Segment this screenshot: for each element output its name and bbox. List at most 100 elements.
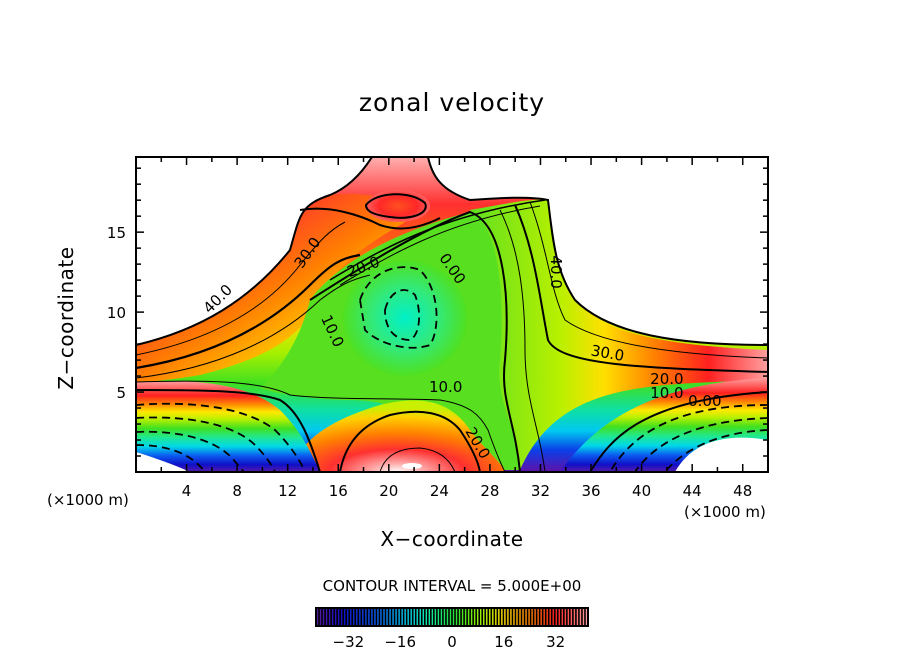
colorbar-swatch <box>437 609 440 625</box>
contour-line <box>136 389 321 472</box>
colorbar-swatch <box>480 609 482 625</box>
contour-line <box>299 207 441 230</box>
colorbar-tick-label: −32 <box>333 633 365 651</box>
field-core-minimum <box>343 260 467 376</box>
contour-line <box>379 447 456 472</box>
contour-label: 0.00 <box>688 392 721 410</box>
colorbar-swatch <box>434 609 437 625</box>
colorbar-swatch <box>519 609 521 625</box>
colorbar-swatch <box>531 609 533 625</box>
colorbar-swatch <box>579 609 582 625</box>
x-tick-label: 20 <box>379 482 398 500</box>
colorbar-swatch <box>567 609 570 625</box>
colorbar-swatch <box>371 609 373 625</box>
colorbar-swatch <box>413 609 415 625</box>
x-tick-label: 12 <box>278 482 297 500</box>
contour-line <box>514 204 768 373</box>
colorbar-tick-label: 0 <box>447 633 457 651</box>
contour-label: 30.0 <box>590 341 626 365</box>
colorbar-swatch <box>452 609 455 625</box>
contour-line <box>364 193 427 219</box>
contour-line <box>427 157 768 346</box>
colorbar-swatch <box>428 609 431 625</box>
hole-bottom-left <box>136 452 190 472</box>
colorbar-swatch <box>350 609 352 625</box>
x-tick-label: 44 <box>683 482 702 500</box>
contour-line <box>339 410 481 472</box>
colorbar-swatch <box>425 609 428 625</box>
colorbar: −32 −16 0 16 32 <box>315 607 589 651</box>
colorbar-swatch <box>516 609 518 625</box>
x-tick-label: 4 <box>182 482 192 500</box>
colorbar-swatch <box>570 609 573 625</box>
colorbar-swatch <box>331 609 334 625</box>
colorbar-swatch <box>419 609 421 625</box>
colorbar-swatch <box>398 609 400 625</box>
colorbar-swatch <box>573 609 576 625</box>
contour-line <box>136 274 371 379</box>
colorbar-swatch <box>325 609 328 625</box>
field-lower-maximum <box>290 400 505 472</box>
colorbar-swatch <box>316 609 319 625</box>
x-unit-label-right: (×1000 m) <box>684 503 766 521</box>
colorbar-swatch <box>337 609 340 625</box>
hole-bottom-right <box>675 437 768 472</box>
x-tick-label: 40 <box>632 482 651 500</box>
colorbar-swatch <box>513 609 515 625</box>
negative-contour-line <box>384 289 421 341</box>
colorbar-swatch <box>476 609 479 625</box>
negative-contour-line <box>136 416 276 472</box>
colorbar-swatch <box>365 609 367 625</box>
hole-bottom-center <box>402 463 422 469</box>
colorbar-swatch <box>467 609 470 625</box>
colorbar-swatch <box>383 609 385 625</box>
contour-label: 10.0 <box>429 378 462 396</box>
colorbar-tick-label: −16 <box>384 633 416 651</box>
y-tick-label: 5 <box>116 384 126 402</box>
colorbar-swatch <box>443 609 446 625</box>
colorbar-tick-label: 16 <box>494 633 513 651</box>
colorbar-swatch <box>558 609 560 625</box>
colorbar-swatch <box>395 609 397 625</box>
colorbar-tick-label: 32 <box>546 633 565 651</box>
y-tick-label: 15 <box>107 224 126 242</box>
contour-line <box>136 157 373 346</box>
colorbar-swatch <box>507 609 509 625</box>
colorbar-swatch <box>322 609 325 625</box>
contour-label: 20.0 <box>650 370 683 388</box>
colorbar-swatch <box>564 609 567 625</box>
colorbar-swatch <box>510 609 512 625</box>
colorbar-swatch <box>585 609 588 625</box>
contour-line <box>329 199 546 281</box>
contour-label: 40.0 <box>547 255 565 288</box>
field-left-jet <box>136 193 430 382</box>
colorbar-swatch <box>422 609 424 625</box>
negative-contour-line <box>136 402 306 472</box>
plot-frame <box>135 156 769 473</box>
colorbar-swatch <box>458 609 461 625</box>
contour-line <box>136 380 506 472</box>
colorbar-swatch <box>470 609 473 625</box>
colorbar-swatch <box>401 609 403 625</box>
colorbar-swatch <box>534 609 536 625</box>
y-tick-label: 10 <box>107 304 126 322</box>
colorbar-frame <box>315 607 589 627</box>
colorbar-swatch <box>386 609 388 625</box>
negative-contour-line <box>634 417 768 472</box>
field-right-jet <box>470 199 768 471</box>
field-upper-maximum <box>366 190 430 222</box>
colorbar-swatch <box>407 609 409 625</box>
negative-contour-line <box>136 444 206 472</box>
colorbar-swatch <box>416 609 418 625</box>
negative-contour-line <box>609 404 768 472</box>
colorbar-swatch <box>486 609 488 625</box>
colorbar-swatch <box>389 609 391 625</box>
colorbar-swatch <box>483 609 485 625</box>
chart-title: zonal velocity <box>358 88 546 117</box>
colorbar-swatch <box>501 609 503 625</box>
colorbar-swatch <box>334 609 337 625</box>
contour-label: 10.0 <box>650 384 683 402</box>
colorbar-swatch <box>552 609 554 625</box>
colorbar-swatch <box>528 609 530 625</box>
x-tick-label: 28 <box>480 482 499 500</box>
